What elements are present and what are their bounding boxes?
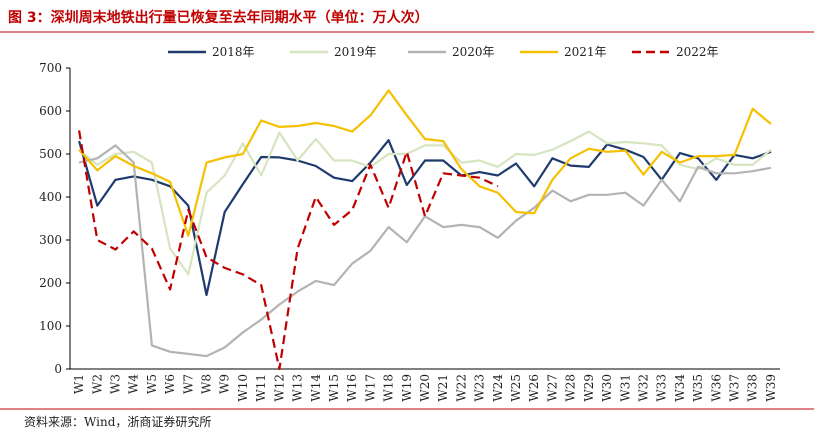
series-line [78,130,499,371]
x-tick-label: W39 [764,374,778,402]
x-tick-label: W34 [673,374,687,402]
series-line [78,139,772,297]
x-tick-label: W22 [454,374,468,402]
x-tick-label: W31 [618,374,632,402]
x-tick-label: W36 [709,374,723,402]
x-tick-label: W37 [727,374,741,402]
x-tick-label: W1 [72,374,86,394]
source: 资料来源：Wind，浙商证券研究所 [24,414,211,429]
x-tick-label: W20 [418,374,432,402]
x-tick-label: W5 [145,374,159,394]
x-tick-label: W21 [436,374,450,402]
y-tick-label: 600 [39,104,62,118]
x-tick-label: W24 [491,374,505,402]
x-tick-label: W38 [746,374,760,402]
x-tick-label: W27 [545,374,559,402]
y-tick-label: 0 [54,362,62,376]
legend-label: 2019年 [334,45,377,59]
legend-label: 2021年 [564,45,607,59]
x-tick-label: W19 [400,374,414,402]
x-tick-label: W4 [127,374,141,394]
x-tick-label: W30 [600,374,614,402]
x-tick-label: W26 [527,374,541,402]
y-tick-label: 500 [39,147,62,161]
x-tick-label: W15 [327,374,341,402]
legend-label: 2022年 [676,45,719,59]
y-tick-label: 200 [39,276,62,290]
x-tick-label: W17 [363,374,377,402]
y-tick-label: 400 [39,190,62,204]
x-tick-label: W29 [582,374,596,402]
y-tick-label: 300 [39,233,62,247]
x-tick-label: W35 [691,374,705,402]
x-tick-label: W6 [163,374,177,394]
x-tick-label: W14 [309,374,323,402]
chart-title: 图 3：深圳周末地铁出行量已恢复至去年同期水平（单位：万人次） [8,9,429,26]
x-tick-label: W28 [564,374,578,402]
x-tick-label: W3 [109,374,123,394]
x-tick-label: W13 [291,374,305,402]
x-tick-label: W7 [181,374,195,394]
x-tick-label: W33 [655,374,669,402]
x-tick-label: W18 [382,374,396,402]
x-tick-label: W2 [90,374,104,394]
x-tick-label: W12 [272,374,286,402]
x-tick-label: W32 [636,374,650,402]
x-tick-label: W9 [218,374,232,394]
y-tick-label: 700 [39,61,62,75]
x-tick-label: W11 [254,374,268,402]
x-tick-label: W25 [509,374,523,402]
series-line [78,130,772,276]
y-tick-label: 100 [39,319,62,333]
x-tick-label: W8 [200,374,214,394]
legend-label: 2018年 [212,45,255,59]
series-line [78,89,772,237]
x-tick-label: W16 [345,374,359,402]
x-tick-label: W23 [473,374,487,402]
series-line [78,144,772,358]
x-tick-label: W10 [236,374,250,402]
legend-label: 2020年 [452,45,495,59]
